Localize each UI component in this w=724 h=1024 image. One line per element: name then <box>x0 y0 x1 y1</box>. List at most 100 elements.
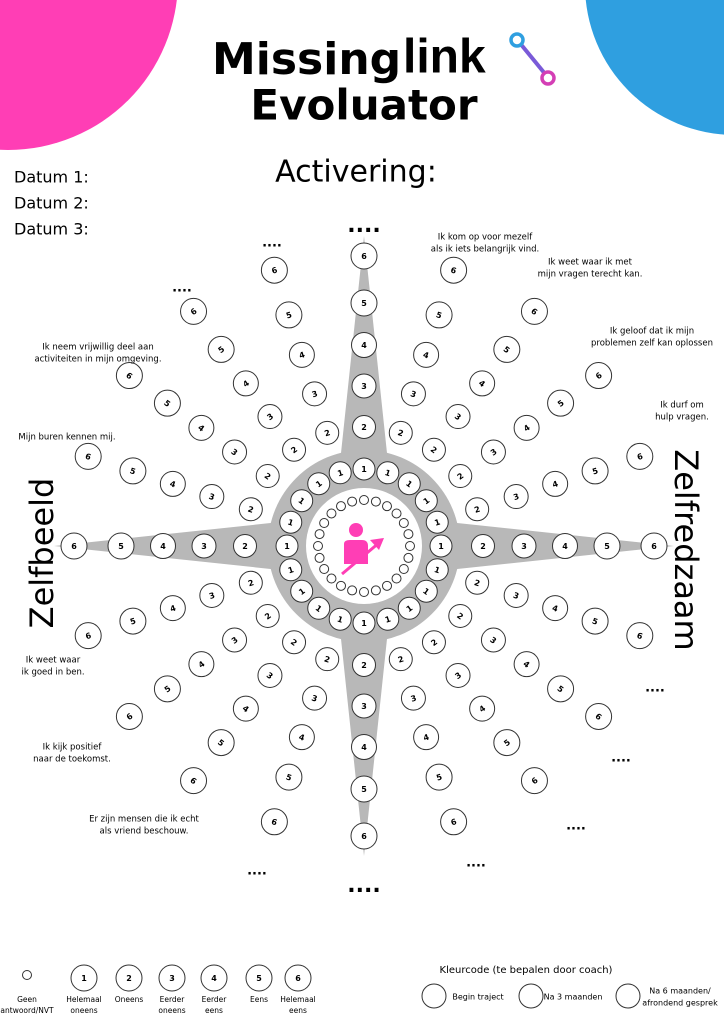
legend-label: oneens <box>70 1006 97 1015</box>
scale-circle <box>290 579 314 603</box>
icon-head <box>349 523 363 537</box>
scale-number: 2 <box>473 505 481 515</box>
scale-number: 4 <box>422 350 430 360</box>
scale-number: 3 <box>453 671 463 682</box>
legend-label: Helemaal <box>66 995 102 1004</box>
scale-number: 3 <box>311 389 319 399</box>
scale-circle <box>302 381 328 407</box>
scale-circle <box>238 570 263 595</box>
scale-circle <box>222 627 248 653</box>
scale-number: 1 <box>287 565 295 575</box>
scale-circle <box>60 532 88 560</box>
scale-circle <box>425 558 449 582</box>
scale-number: 2 <box>361 423 367 432</box>
scale-circle <box>74 442 102 470</box>
statement: als vriend beschouw. <box>100 827 189 837</box>
legend-label: eens <box>289 1006 307 1015</box>
small-circle <box>403 552 414 563</box>
date-label: Datum 1: <box>14 168 89 187</box>
scale-number: 1 <box>297 496 307 507</box>
ellipsis: .... <box>347 873 380 898</box>
small-circle <box>391 573 402 584</box>
scale-number: 5 <box>556 398 566 409</box>
statement: Er zijn mensen die ik echt <box>89 815 199 825</box>
scale-number: 1 <box>336 468 344 478</box>
scale-number: 2 <box>263 471 273 482</box>
statement: problemen zelf kan oplossen <box>591 339 713 349</box>
small-circle <box>336 501 346 512</box>
scale-number: 1 <box>422 496 432 507</box>
scale-circle <box>376 461 400 485</box>
small-circle <box>336 580 346 591</box>
scale-number: 2 <box>289 637 299 648</box>
scale-circle <box>388 647 413 672</box>
scale-number: 2 <box>397 428 405 438</box>
scale-circle <box>493 335 521 363</box>
scale-number: 5 <box>285 310 293 320</box>
scale-circle <box>188 651 215 678</box>
legend-number: 1 <box>81 974 87 983</box>
scale-circle <box>388 420 413 445</box>
scale-number: 5 <box>604 542 610 551</box>
scale-number: 1 <box>314 603 324 614</box>
scale-circle <box>288 724 315 751</box>
scale-number: 6 <box>270 265 278 275</box>
legend-label: oneens <box>158 1006 185 1015</box>
legend-label: Eerder <box>160 995 186 1004</box>
scale-number: 2 <box>247 578 255 588</box>
legend-circle <box>70 964 98 992</box>
scale-number: 2 <box>429 637 439 648</box>
small-circle <box>326 508 337 519</box>
legend-label: antwoord/NVT <box>0 1006 54 1015</box>
legend-label: Eerder <box>202 995 228 1004</box>
scale-number: 6 <box>651 542 657 551</box>
scale-circle <box>448 464 473 489</box>
statement: als ik iets belangrijk vind. <box>431 245 539 255</box>
scale-circle <box>425 763 453 791</box>
scale-number: 6 <box>124 371 134 382</box>
scale-number: 2 <box>242 542 248 551</box>
scale-circle <box>279 558 303 582</box>
legend-circle <box>22 970 32 980</box>
scale-number: 5 <box>502 345 512 356</box>
scale-number: 4 <box>298 350 306 360</box>
scale-number: 1 <box>404 479 414 490</box>
scale-circle <box>232 695 259 722</box>
scale-circle <box>328 607 352 631</box>
scale-circle <box>376 607 400 631</box>
scale-number: 5 <box>285 772 293 782</box>
scale-circle <box>350 289 378 317</box>
scale-number: 4 <box>361 743 367 752</box>
statement: ik goed in ben. <box>21 668 84 678</box>
legend-number: 5 <box>256 974 262 983</box>
scale-number: 3 <box>230 635 240 646</box>
scale-number: 1 <box>405 603 415 614</box>
ellipsis: .... <box>611 751 631 766</box>
axis-left: Zelfbeeld <box>23 478 61 629</box>
scale-circle <box>352 611 376 635</box>
scale-number: 2 <box>263 611 273 622</box>
scale-number: 2 <box>361 661 367 670</box>
legend-label: Eens <box>250 995 268 1004</box>
scale-number: 1 <box>297 586 307 597</box>
scale-number: 5 <box>591 616 599 626</box>
scale-number: 5 <box>435 310 443 320</box>
statement: Ik kom op voor mezelf <box>438 233 533 243</box>
statement: Ik neem vrijwillig deel aan <box>42 343 153 353</box>
scale-number: 5 <box>118 542 124 551</box>
scale-circle <box>288 341 315 368</box>
scale-number: 3 <box>488 635 498 646</box>
scale-circle <box>350 822 378 850</box>
small-circle <box>326 573 337 584</box>
scale-circle <box>191 533 217 559</box>
scale-number: 3 <box>512 591 520 601</box>
scale-circle <box>328 461 352 485</box>
ellipsis: .... <box>566 819 586 834</box>
scale-circle <box>207 729 235 757</box>
scale-circle <box>275 301 303 329</box>
scale-circle <box>315 647 340 672</box>
scale-circle <box>414 579 438 603</box>
scale-circle <box>581 457 609 485</box>
small-circle <box>398 518 409 528</box>
